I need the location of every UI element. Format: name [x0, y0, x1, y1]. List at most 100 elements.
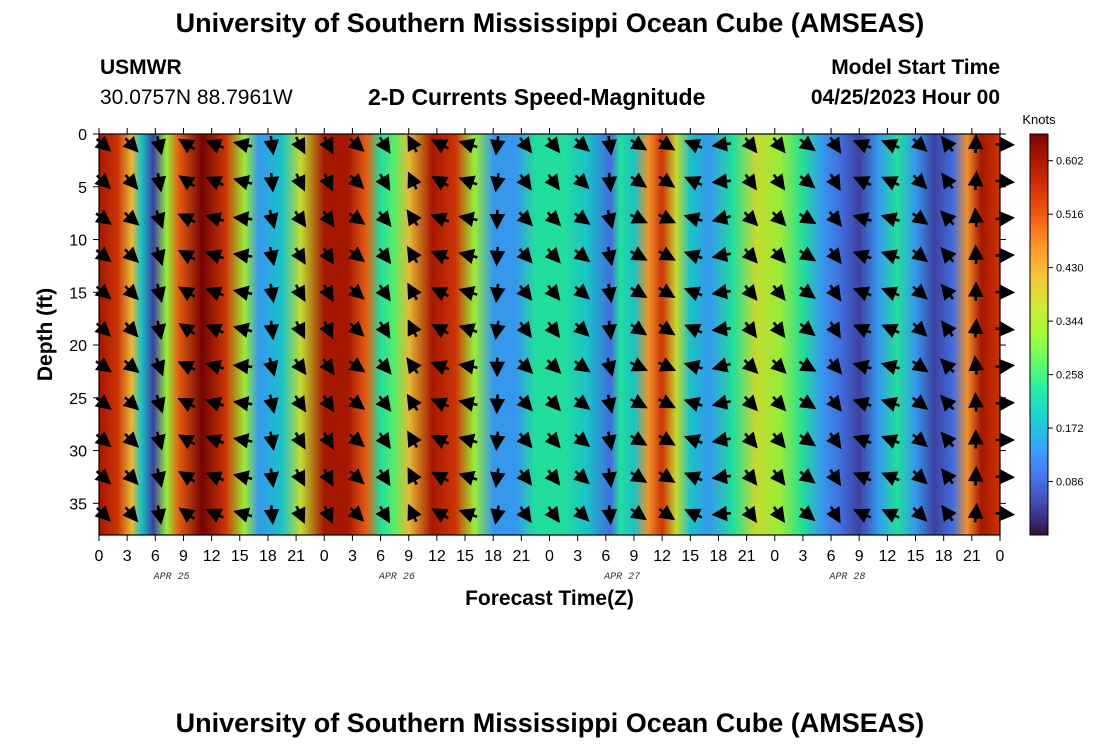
current-vector [291, 321, 306, 340]
current-vector [683, 434, 703, 449]
current-vector [573, 320, 590, 337]
current-vector [263, 172, 280, 193]
current-vector [122, 357, 140, 374]
current-vector [347, 135, 365, 152]
current-vector [430, 471, 450, 486]
current-vector [741, 357, 759, 375]
current-vector [122, 173, 139, 190]
current-vector [573, 209, 591, 225]
current-vector [205, 508, 224, 523]
current-vector [629, 504, 648, 521]
current-vector [430, 397, 450, 412]
current-vector [769, 246, 787, 264]
current-vector [940, 468, 957, 486]
current-vector [177, 213, 196, 228]
current-vector [375, 284, 391, 302]
current-vector [741, 321, 758, 339]
x-tick-label: 3 [573, 548, 582, 565]
current-vector [657, 209, 677, 224]
current-vector [826, 468, 841, 487]
current-vector [205, 396, 225, 412]
x-tick-label: 21 [738, 548, 756, 565]
model-start-label: Model Start Time [831, 56, 1000, 79]
current-vector [232, 322, 253, 338]
current-vector [658, 283, 676, 299]
current-vector [684, 323, 703, 339]
current-vector [995, 358, 1016, 375]
x-tick-label: 15 [907, 548, 925, 565]
current-vector [407, 319, 422, 338]
current-vector [741, 173, 758, 191]
current-vector [683, 471, 703, 486]
current-vector [601, 357, 617, 377]
current-vector [205, 212, 225, 228]
current-vector [967, 465, 984, 486]
current-vector [489, 283, 506, 304]
current-vector [458, 323, 478, 339]
current-vector [263, 246, 279, 267]
current-vector [291, 432, 306, 450]
current-vector [263, 283, 279, 304]
current-vector [826, 209, 843, 228]
current-vector [880, 359, 900, 375]
current-vector [319, 321, 334, 340]
current-vector [853, 508, 872, 523]
current-vector [489, 246, 506, 267]
current-vector [711, 136, 732, 152]
current-vector [407, 467, 422, 486]
current-vector [573, 135, 590, 152]
current-vector [629, 320, 648, 336]
colorbar: Knots 0.602 0.516 0.430 0.344 0.258 0.172 0.08… [1022, 112, 1084, 536]
current-vector [150, 172, 167, 193]
current-vector [826, 357, 843, 375]
current-vector [880, 249, 900, 265]
current-vector [573, 357, 591, 373]
current-vector [150, 209, 166, 229]
current-vector [150, 394, 166, 414]
current-vector [319, 357, 335, 376]
current-vector [601, 468, 617, 488]
current-vector [852, 286, 872, 302]
current-vector [347, 172, 365, 190]
current-vector [573, 394, 591, 410]
current-vector [122, 135, 139, 153]
current-vector [319, 432, 334, 450]
current-vector [683, 359, 703, 375]
current-vector [573, 431, 591, 448]
current-vector [657, 357, 677, 372]
current-vector [573, 283, 591, 300]
current-vector [232, 358, 253, 375]
x-tick-label: 15 [681, 548, 699, 565]
current-vector [150, 246, 166, 266]
current-vector [348, 209, 366, 225]
current-vector [995, 173, 1016, 189]
current-vector [629, 431, 648, 446]
current-vector [880, 434, 900, 449]
current-vector [910, 320, 928, 337]
current-vector [263, 209, 279, 230]
current-vector [769, 136, 786, 154]
current-vector [458, 396, 478, 412]
current-vector [910, 135, 928, 152]
current-vector [741, 468, 758, 486]
y-tick-label: 0 [78, 127, 87, 144]
current-vector [406, 245, 422, 264]
current-vector [375, 136, 391, 154]
current-vector [407, 503, 422, 523]
current-vector [375, 431, 391, 450]
current-vector [178, 323, 196, 339]
current-vector [852, 249, 872, 265]
current-vector [516, 505, 532, 524]
current-vector [629, 246, 648, 261]
current-vector [601, 283, 617, 304]
colorbar-tick-label: 0.172 [1056, 423, 1084, 435]
current-vector [177, 361, 196, 376]
current-vector [458, 470, 478, 486]
current-vector [826, 173, 841, 192]
y-tick-label: 20 [69, 338, 87, 355]
current-vector [516, 283, 533, 301]
current-vector [798, 357, 817, 372]
current-vector [798, 467, 816, 484]
current-vector [995, 505, 1016, 522]
